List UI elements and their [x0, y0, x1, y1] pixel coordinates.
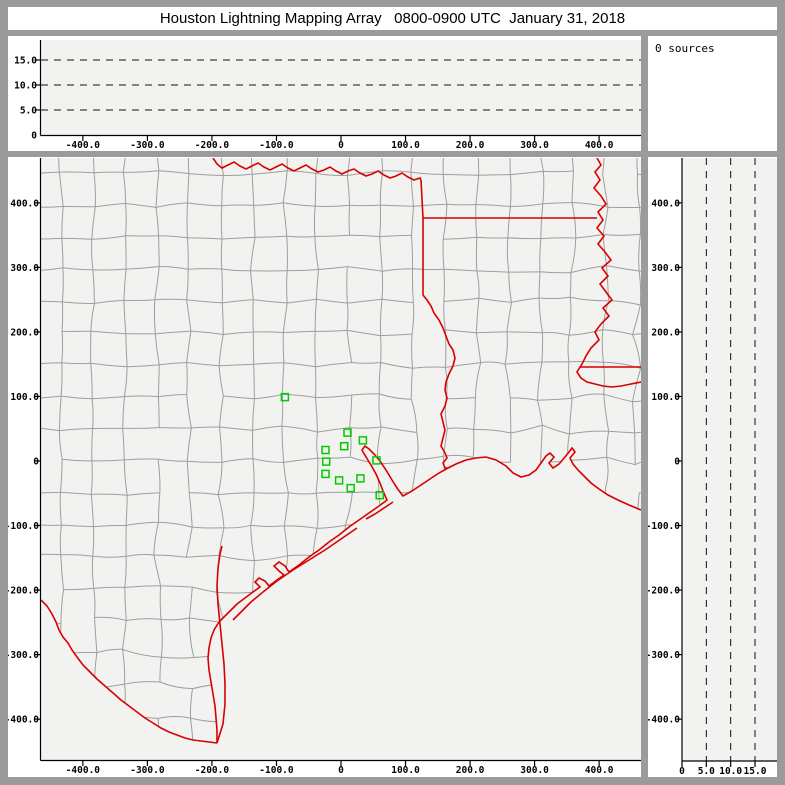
ew-tick-label: -100.0 — [259, 140, 294, 151]
ew-tick-label: 200.0 — [456, 765, 485, 776]
altitude-tick-label: 5.0 — [20, 106, 37, 117]
lma-station-marker — [321, 457, 331, 466]
ew-tick-label: 300.0 — [520, 765, 549, 776]
panel-source-count: 0 sources — [648, 36, 777, 151]
ew-tick-label: 400.0 — [585, 140, 614, 151]
ns-tick-label: 0 — [674, 457, 680, 468]
barrier-island — [365, 501, 394, 520]
barrier-island — [232, 527, 358, 621]
ew-tick-label: -200.0 — [195, 765, 230, 776]
altitude-tick-label: 15.0 — [744, 766, 767, 777]
ew-tick-label: -300.0 — [130, 765, 165, 776]
source-count-label: 0 sources — [655, 42, 715, 55]
ew-tick-label: -400.0 — [66, 140, 101, 151]
lma-station-marker — [356, 474, 365, 483]
sabine-river — [422, 294, 456, 469]
lma-station-marker — [343, 428, 352, 437]
lma-station-marker — [321, 469, 330, 479]
altitude-tick-label: 0 — [679, 766, 685, 777]
lma-station-marker — [321, 445, 330, 455]
ns-tick-label: 200.0 — [651, 327, 680, 338]
ns-tick-label: 300.0 — [651, 263, 680, 274]
lma-station-marker — [346, 483, 355, 493]
gulf-coastline — [207, 444, 641, 743]
lma-station-marker — [334, 476, 344, 485]
panel-altitude-vs-north-south: -400.0 -300.0 -200.0 -100.0 0 100.0 200.0 300.0… — [648, 157, 777, 777]
ns-tick-label: 200.0 — [10, 327, 39, 338]
map-plot-area[interactable] — [41, 158, 641, 760]
barrier-island — [216, 545, 226, 744]
ns-tick-label: -200.0 — [8, 586, 39, 597]
lma-station-marker — [280, 392, 290, 402]
ns-tick-label: -200.0 — [648, 586, 680, 597]
ns-tick-label: -400.0 — [648, 715, 680, 726]
ns-tick-label: 400.0 — [10, 198, 39, 209]
ns-tick-label: 100.0 — [10, 392, 39, 403]
mississippi-river — [576, 158, 641, 388]
ns-tick-label: 400.0 — [651, 198, 680, 209]
ew-tick-label: 400.0 — [585, 765, 614, 776]
ew-tick-label: 200.0 — [456, 140, 485, 151]
ew-tick-label: -400.0 — [66, 765, 101, 776]
ns-tick-label: 100.0 — [651, 392, 680, 403]
rio-grande-border — [41, 599, 218, 744]
ns-tick-label: -400.0 — [8, 715, 39, 726]
ew-tick-label: 300.0 — [520, 140, 549, 151]
plan-view-plot: -400.0 -300.0 -200.0 -100.0 0 100.0 200.0 300.0… — [8, 158, 641, 776]
ns-tick-label: -300.0 — [8, 650, 39, 661]
altitude-ns-plot: -400.0 -300.0 -200.0 -100.0 0 100.0 200.0 300.0… — [648, 158, 777, 777]
ns-tick-label: 300.0 — [10, 263, 39, 274]
ns-tick-label: -300.0 — [648, 650, 680, 661]
altitude-tick-label: 10.0 — [719, 766, 742, 777]
red-river-border — [212, 158, 422, 181]
altitude-ew-plot: 0 5.0 10.0 15.0 -400.0 -300.0 -200.0 -100.0 0 100… — [14, 40, 641, 151]
alt-ns-plot-area[interactable] — [682, 158, 777, 761]
ew-tick-label: -300.0 — [130, 140, 165, 151]
altitude-tick-label: 0 — [31, 131, 37, 142]
ew-tick-label: 100.0 — [391, 765, 420, 776]
window-title: Houston Lightning Mapping Array 0800-090… — [159, 10, 626, 27]
alt-ew-plot-area[interactable] — [41, 40, 641, 135]
ew-tick-label: 0 — [338, 140, 344, 151]
panel-plan-view-map: -400.0 -300.0 -200.0 -100.0 0 100.0 200.0 300.0… — [8, 157, 641, 777]
ew-tick-label: -100.0 — [259, 765, 294, 776]
lma-stations — [280, 392, 384, 500]
altitude-tick-label: 5.0 — [698, 766, 715, 777]
altitude-tick-label: 15.0 — [14, 56, 37, 67]
ns-tick-label: -100.0 — [8, 521, 39, 532]
panel-altitude-vs-east-west: 0 5.0 10.0 15.0 -400.0 -300.0 -200.0 -100.0 0 100… — [8, 36, 641, 151]
lma-station-marker — [372, 456, 381, 465]
state-borders — [41, 158, 641, 744]
ew-tick-label: 0 — [338, 765, 344, 776]
altitude-tick-label: 10.0 — [14, 81, 37, 92]
ew-tick-label: 100.0 — [391, 140, 420, 151]
ns-tick-label: 0 — [33, 457, 39, 468]
title-bar: Houston Lightning Mapping Array 0800-090… — [8, 7, 777, 30]
lma-station-marker — [375, 490, 384, 500]
lma-station-marker — [339, 441, 349, 451]
ns-tick-label: -100.0 — [648, 521, 680, 532]
lma-station-marker — [358, 436, 368, 445]
ew-tick-label: -200.0 — [195, 140, 230, 151]
